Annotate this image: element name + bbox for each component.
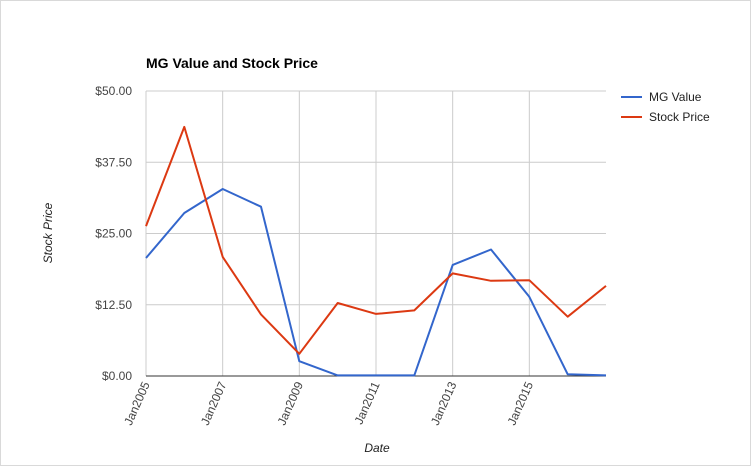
x-tick-label: Jan2011: [352, 379, 383, 426]
y-tick-label: $37.50: [95, 155, 132, 169]
y-axis-title: Stock Price: [41, 202, 55, 263]
y-tick-label: $0.00: [102, 369, 132, 383]
series-line-stock-price: [145, 125, 607, 355]
y-tick-label: $25.00: [95, 227, 132, 241]
x-tick-label: Jan2013: [428, 379, 460, 427]
x-tick-labels: Jan2005 Jan2007 Jan2009 Jan2011 Jan2013 Jan20…: [121, 379, 536, 427]
legend: MG Value Stock Price: [621, 90, 710, 124]
series-lines: [145, 125, 607, 377]
x-axis-title: Date: [364, 441, 390, 455]
x-tick-label: Jan2005: [121, 379, 153, 427]
x-tick-label: Jan2007: [198, 379, 230, 427]
legend-label: Stock Price: [649, 110, 710, 124]
y-tick-label: $50.00: [95, 84, 132, 98]
y-tick-label: $12.50: [95, 298, 132, 312]
x-tick-label: Jan2009: [275, 379, 307, 427]
y-tick-labels: $0.00 $12.50 $25.00 $37.50 $50.00: [95, 84, 132, 383]
legend-label: MG Value: [649, 90, 702, 104]
x-tick-label: Jan2015: [505, 379, 537, 427]
grid: [145, 90, 606, 377]
chart-title: MG Value and Stock Price: [146, 55, 318, 71]
series-line-mg-value: [145, 188, 607, 377]
